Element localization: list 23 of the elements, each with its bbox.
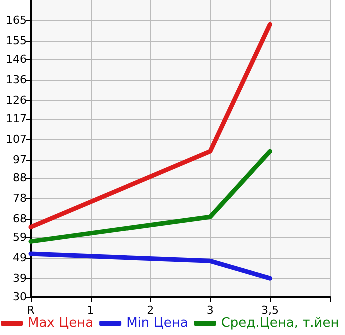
x-tick-label: 3,5 (261, 304, 279, 317)
x-tick-label: R (27, 304, 36, 317)
y-tick-label: 107 (6, 132, 27, 146)
y-tick-label: 165 (6, 14, 27, 27)
x-tick-label: 3 (206, 304, 214, 317)
y-tick-label: 155 (6, 34, 27, 48)
legend-label: Max Цена (28, 316, 94, 331)
x-tick-label: 2 (147, 304, 154, 317)
y-tick-label: 30 (13, 290, 27, 304)
y-tick-label: 78 (13, 192, 27, 206)
x-tick-label: 1 (87, 304, 94, 317)
y-tick-label: 59 (13, 231, 27, 244)
y-tick-label: 97 (13, 153, 27, 166)
y-tick-label: 49 (13, 252, 27, 265)
legend-label: Min Цена (126, 316, 188, 331)
y-tick-label: 39 (13, 272, 27, 286)
y-tick-label: 88 (13, 172, 27, 185)
legend-label: Сред.Цена, т.йен (221, 316, 340, 331)
y-tick-label: 146 (6, 52, 27, 66)
y-tick-label: 117 (6, 112, 27, 126)
y-tick-label: 136 (6, 73, 27, 86)
y-tick-label: 126 (6, 94, 27, 107)
y-tick-label: 68 (13, 212, 27, 226)
